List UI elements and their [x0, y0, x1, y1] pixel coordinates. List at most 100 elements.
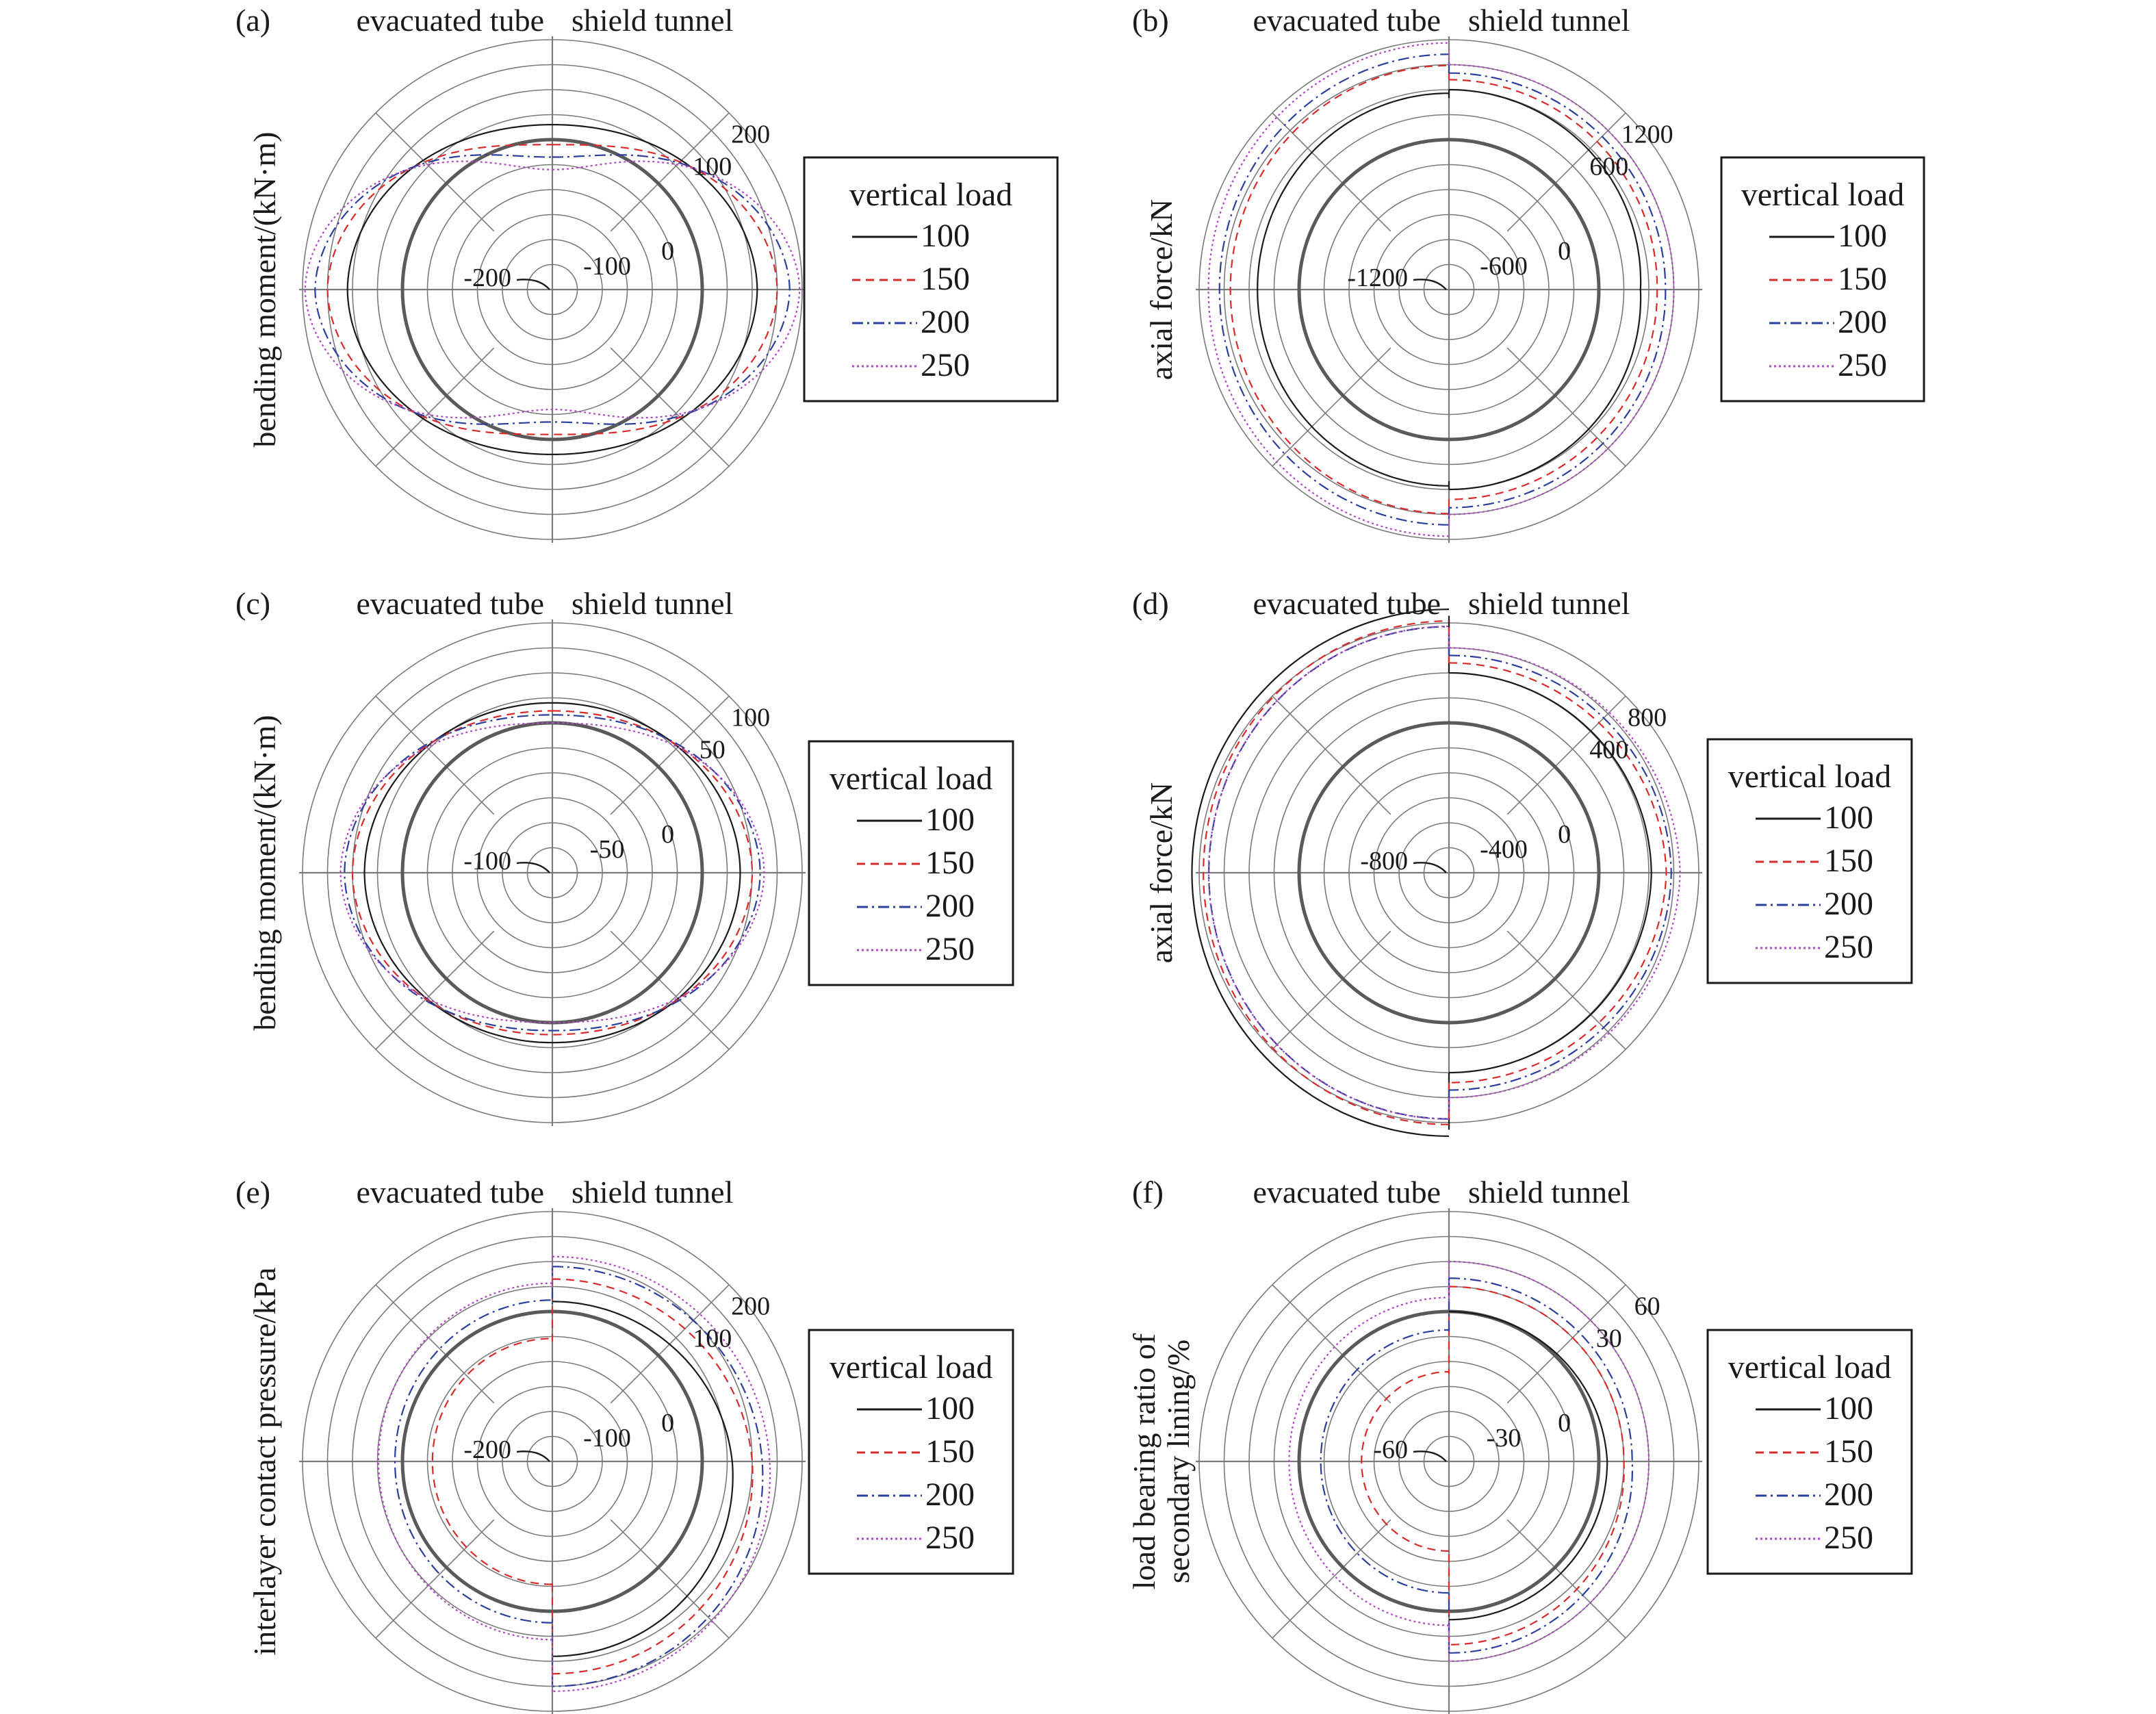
legend-entry-label: 250 — [925, 1520, 975, 1556]
r-tick-label: -30 — [1487, 1424, 1522, 1453]
right-half-title: shield tunnel — [1468, 1175, 1630, 1210]
r-tick-label: 800 — [1628, 703, 1667, 732]
legend-title: vertical load — [849, 177, 1013, 213]
legend-entry-label: 150 — [925, 845, 975, 881]
left-half-title: evacuated tube — [356, 1175, 544, 1210]
series-line-200 — [394, 1266, 764, 1687]
legend-title: vertical load — [830, 760, 993, 797]
series-line-100 — [1448, 1310, 1608, 1621]
series-line-150 — [351, 710, 754, 1036]
series-line-250 — [304, 160, 801, 419]
legend-entry-label: 200 — [1838, 304, 1887, 340]
legend-box — [1720, 156, 1925, 402]
grid-spoke — [375, 930, 495, 1050]
r-tick-label: -100 — [583, 252, 631, 281]
panel-label: (f) — [1132, 1175, 1164, 1210]
r-tick-label: 0 — [1558, 237, 1571, 266]
legend-entry-label: 200 — [925, 1476, 975, 1513]
grid-spoke — [1506, 112, 1626, 232]
grid-spoke — [1506, 1284, 1626, 1404]
r-tick-label: 1200 — [1621, 120, 1673, 149]
r-tick-label: -200 — [463, 1435, 511, 1464]
axis-label: bending moment/(kN·m) — [247, 715, 282, 1030]
legend-entry-label: 250 — [1838, 347, 1887, 383]
legend-entry-label: 100 — [1824, 1390, 1873, 1427]
panel-e: -200 -100 0 100 200 (e) evacuated tube shield t… — [235, 1175, 1014, 1714]
r-tick-label: -60 — [1373, 1435, 1408, 1464]
r-tick-label: -800 — [1360, 847, 1408, 875]
pole-pointer — [516, 1450, 550, 1462]
legend: vertical load 100 150 200 250 — [808, 740, 1014, 986]
axis-label: axial force/kN — [1144, 199, 1179, 380]
r-tick-label: 0 — [661, 1409, 674, 1437]
axis-label: interlayer contact pressure/kPa — [247, 1267, 282, 1655]
legend: vertical load 100 150 200 250 — [1706, 738, 1913, 984]
r-tick-label: 100 — [693, 1324, 732, 1353]
series-line-150 — [1361, 1286, 1625, 1646]
zero-ring — [1297, 721, 1601, 1025]
axis-label: secondary lining/% — [1161, 1340, 1196, 1583]
series-line-100 — [346, 124, 758, 455]
legend-box — [808, 1329, 1014, 1575]
panel-label: (d) — [1132, 586, 1169, 621]
r-tick-label: -400 — [1480, 835, 1528, 864]
series-line-150 — [1229, 64, 1658, 515]
legend-title: vertical load — [1728, 1349, 1892, 1385]
r-tick-label: 0 — [661, 237, 674, 266]
legend-entry-label: 150 — [1824, 843, 1873, 879]
legend-title: vertical load — [830, 1349, 993, 1385]
r-tick-label: 200 — [731, 120, 770, 149]
r-tick-label: -50 — [590, 835, 625, 864]
legend-box — [808, 740, 1014, 986]
grid-spoke — [1272, 695, 1391, 815]
grid-spoke — [375, 695, 495, 815]
r-tick-label: 400 — [1589, 735, 1628, 764]
legend-box — [803, 156, 1059, 402]
r-tick-label: 50 — [700, 735, 726, 764]
pole-pointer — [516, 279, 550, 290]
right-half-title: shield tunnel — [1468, 586, 1630, 621]
r-tick-label: 0 — [1558, 1409, 1571, 1437]
legend-entry-label: 250 — [1824, 1520, 1873, 1556]
panel-f: -60 -30 0 30 60 (f) evacuated tube shield tunne… — [1127, 1175, 1913, 1714]
r-tick-label: 200 — [731, 1292, 770, 1320]
left-half-title: evacuated tube — [1253, 586, 1441, 621]
grid-spoke — [610, 112, 730, 232]
right-half-title: shield tunnel — [1468, 3, 1630, 38]
series-line-150 — [1203, 620, 1667, 1125]
left-half-title: evacuated tube — [1253, 1175, 1441, 1210]
series-line-200 — [1208, 626, 1672, 1120]
series-line-100 — [1257, 88, 1642, 491]
grid-spoke — [610, 930, 730, 1050]
legend-entry-label: 200 — [921, 304, 970, 340]
series-line-250 — [1288, 1260, 1650, 1663]
legend-entry-label: 250 — [921, 347, 970, 383]
legend: vertical load 100 150 200 250 — [1720, 156, 1925, 402]
axis-label: bending moment/(kN·m) — [247, 131, 282, 447]
r-tick-label: 600 — [1589, 152, 1628, 181]
r-tick-label: 30 — [1596, 1324, 1622, 1353]
series-line-200 — [1218, 53, 1667, 526]
pole-pointer — [1413, 1450, 1447, 1462]
axis-label: load bearing ratio of — [1127, 1333, 1162, 1589]
left-half-title: evacuated tube — [356, 586, 544, 621]
legend-entry-label: 200 — [925, 888, 975, 924]
r-tick-label: -1200 — [1347, 264, 1408, 292]
legend-entry-label: 150 — [921, 261, 970, 297]
r-tick-label: 0 — [1558, 820, 1571, 849]
panel-label: (c) — [235, 586, 270, 621]
grid-spoke — [1506, 695, 1626, 815]
r-tick-label: -100 — [463, 847, 511, 875]
left-half-title: evacuated tube — [356, 3, 544, 38]
panel-a: -200 -100 0 100 200 (a) evacuated tube shield t… — [235, 3, 1059, 543]
series-line-150 — [326, 144, 778, 435]
pole-pointer — [1413, 279, 1447, 290]
legend-entry-label: 100 — [925, 1390, 975, 1427]
grid-spoke — [1506, 930, 1626, 1050]
right-half-title: shield tunnel — [572, 1175, 733, 1210]
zero-ring — [400, 138, 704, 442]
legend-title: vertical load — [1741, 177, 1905, 213]
series-line-100 — [1191, 609, 1652, 1137]
